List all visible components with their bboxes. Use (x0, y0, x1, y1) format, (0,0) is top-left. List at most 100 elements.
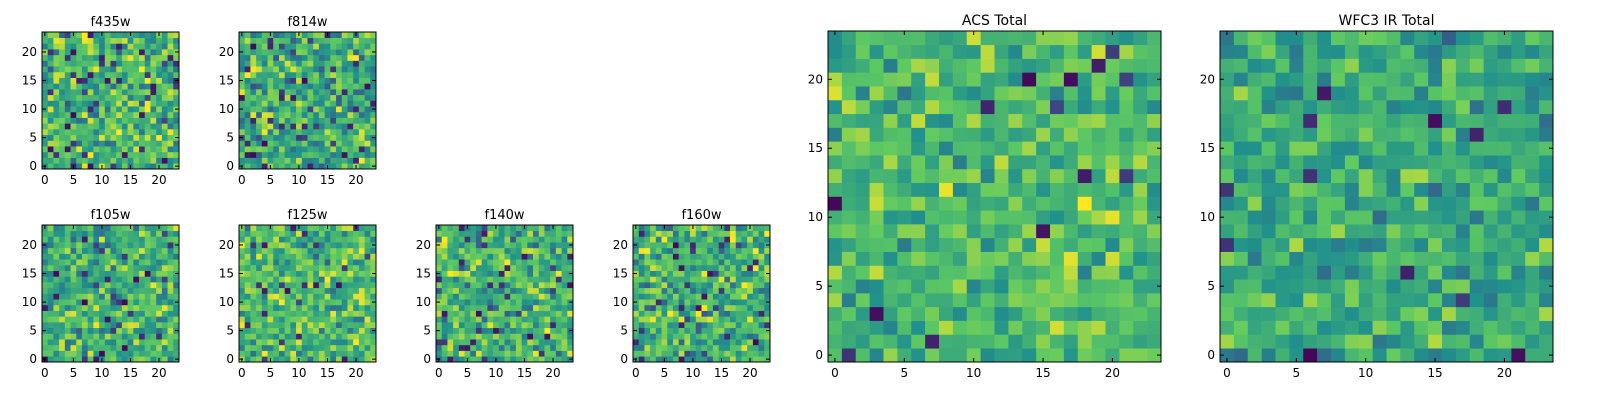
heatmap-cell (47, 157, 54, 164)
heatmap-cell (278, 356, 285, 363)
heatmap-cell (301, 117, 308, 124)
heatmap-cell (53, 304, 60, 311)
heatmap-cell (855, 348, 870, 363)
heatmap-cell (1275, 86, 1290, 101)
heatmap-cell (133, 83, 140, 90)
heatmap-cell (487, 259, 494, 266)
heatmap-cell (966, 99, 981, 115)
heatmap-cell (93, 163, 100, 170)
heatmap-cell (284, 339, 291, 346)
heatmap-cell (156, 129, 163, 136)
heatmap-cell (127, 236, 134, 243)
heatmap-cell (869, 210, 884, 225)
heatmap-cell (538, 322, 545, 329)
heatmap-cell (470, 259, 477, 266)
heatmap-cell (1036, 99, 1051, 115)
heatmap-cell (855, 113, 870, 128)
heatmap-cell (1133, 86, 1148, 101)
heatmap-cell (139, 60, 146, 67)
heatmap-cell (1036, 155, 1051, 170)
heatmap-cell (447, 287, 454, 294)
heatmap-cell (93, 54, 100, 61)
heatmap-cell (336, 94, 343, 101)
heatmap-cell (1220, 196, 1235, 211)
heatmap-cell (1220, 265, 1235, 280)
heatmap-cell (567, 344, 574, 351)
heatmap-cell (358, 43, 365, 50)
heatmap-cell (116, 316, 123, 323)
heatmap-cell (358, 282, 365, 289)
heatmap-cell (1220, 293, 1235, 308)
heatmap-cell (515, 287, 522, 294)
heatmap-cell (939, 155, 954, 170)
x-tick-label: 20 (1105, 366, 1120, 380)
heatmap-cell (464, 264, 471, 271)
heatmap-cell (256, 140, 263, 147)
heatmap-cell (121, 356, 128, 363)
heatmap-cell (336, 37, 343, 44)
heatmap-cell (144, 66, 151, 73)
heatmap-cell (1261, 31, 1276, 46)
heatmap-cell (1539, 113, 1554, 128)
heatmap-cell (336, 339, 343, 346)
heatmap-cell (104, 293, 111, 300)
heatmap-cell (1105, 251, 1120, 266)
heatmap-cell (1247, 141, 1262, 156)
heatmap-cell (1525, 210, 1540, 225)
heatmap-cell (239, 293, 246, 300)
heatmap-cell (561, 322, 568, 329)
heatmap-cell (493, 322, 500, 329)
heatmap-cell (76, 236, 83, 243)
heatmap-cell (93, 140, 100, 147)
heatmap-cell (695, 253, 702, 260)
heatmap-cell (336, 327, 343, 334)
heatmap-cell (1261, 127, 1276, 142)
heatmap-cell (1455, 279, 1471, 294)
heatmap-cell (1428, 155, 1443, 170)
heatmap-cell (481, 356, 488, 363)
heatmap-cell (76, 123, 83, 130)
heatmap-cell (1400, 265, 1415, 280)
heatmap-cell (173, 54, 180, 61)
heatmap-cell (99, 129, 106, 136)
heatmap-cell (544, 310, 551, 317)
heatmap-cell (1063, 306, 1079, 321)
heatmap-cell (256, 157, 263, 164)
heatmap-cell (110, 333, 117, 340)
heatmap-cell (718, 333, 725, 340)
heatmap-cell (267, 282, 274, 289)
heatmap-cell (330, 106, 337, 113)
heatmap-cell (81, 270, 88, 277)
heatmap-cell (1289, 113, 1304, 128)
heatmap-cell (358, 32, 365, 39)
heatmap-cell (487, 242, 494, 249)
heatmap-cell (1511, 306, 1526, 321)
heatmap-cell (1133, 44, 1148, 59)
heatmap-cell (167, 225, 174, 232)
heatmap-cell (324, 100, 331, 107)
heatmap-cell (64, 304, 71, 311)
heatmap-cell (718, 293, 725, 300)
heatmap-cell (515, 304, 522, 311)
heatmap-cell (1428, 141, 1443, 156)
heatmap-cell (747, 270, 754, 277)
heatmap-cell (764, 276, 771, 283)
heatmap-cell (261, 89, 268, 96)
heatmap-cell (741, 236, 748, 243)
heatmap-cell (1358, 182, 1373, 197)
heatmap-cell (464, 299, 471, 306)
heatmap-cell (110, 293, 117, 300)
heatmap-cell (678, 282, 685, 289)
heatmap-cell (747, 304, 754, 311)
heatmap-cell (515, 322, 522, 329)
heatmap-cell (347, 60, 354, 67)
heatmap-cell (521, 299, 528, 306)
heatmap-cell (650, 316, 657, 323)
y-tick-label: 15 (22, 267, 37, 281)
heatmap-cell (883, 334, 898, 349)
heatmap-cell (87, 242, 94, 249)
heatmap-cell (567, 253, 574, 260)
heatmap-cell (1022, 127, 1037, 142)
heatmap-cell (301, 247, 308, 254)
heatmap-cell (256, 146, 263, 153)
